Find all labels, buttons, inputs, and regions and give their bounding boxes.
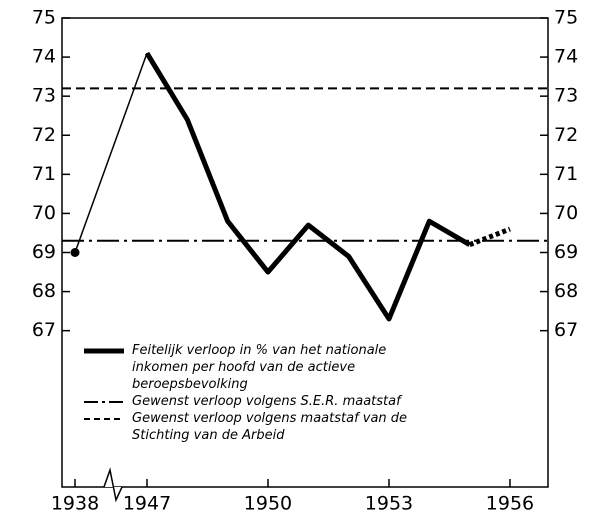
y2-tick-label: 67 [554, 319, 578, 341]
x-tick-label: 1956 [486, 493, 534, 515]
connector-line [74, 52, 148, 253]
y-tick-label: 72 [32, 124, 56, 146]
x-tick-label: 1947 [123, 493, 171, 515]
y-tick-label: 71 [32, 163, 56, 185]
y2-tick-label: 71 [554, 163, 578, 185]
x-tick-label: 1950 [244, 493, 292, 515]
legend-swatch [84, 418, 124, 420]
legend: Feitelijk verloop in % van het nationale… [82, 342, 442, 444]
y-tick-label: 68 [32, 280, 56, 302]
start-point [70, 248, 80, 257]
legend-item: Feitelijk verloop in % van het nationale… [82, 342, 442, 393]
y-tick-label: 73 [32, 85, 56, 107]
y2-tick-label: 72 [554, 124, 578, 146]
legend-label: Feitelijk verloop in % van het nationale… [132, 343, 387, 392]
y-tick-label: 67 [32, 319, 56, 341]
legend-item: Gewenst verloop volgens S.E.R. maatstaf [82, 393, 442, 410]
y-tick-label: 75 [32, 7, 56, 29]
legend-item: Gewenst verloop volgens maatstaf van de … [82, 410, 442, 444]
y-tick-label: 70 [32, 202, 56, 224]
legend-swatch [84, 401, 124, 403]
y2-tick-label: 70 [554, 202, 578, 224]
axis-break [103, 467, 123, 503]
y2-tick-label: 69 [554, 241, 578, 263]
y-tick-label: 69 [32, 241, 56, 263]
x-tick-label: 1953 [365, 493, 413, 515]
projected-line [468, 226, 511, 248]
legend-label: Gewenst verloop volgens S.E.R. maatstaf [132, 394, 401, 409]
legend-swatch [84, 348, 124, 354]
y2-tick-label: 74 [554, 46, 578, 68]
y-tick-label: 74 [32, 46, 56, 68]
y2-tick-label: 68 [554, 280, 578, 302]
y2-tick-label: 73 [554, 85, 578, 107]
x-tick-label: 1938 [51, 493, 99, 515]
series-line [144, 51, 471, 322]
y2-tick-label: 75 [554, 7, 578, 29]
legend-label: Gewenst verloop volgens maatstaf van de … [132, 411, 408, 443]
